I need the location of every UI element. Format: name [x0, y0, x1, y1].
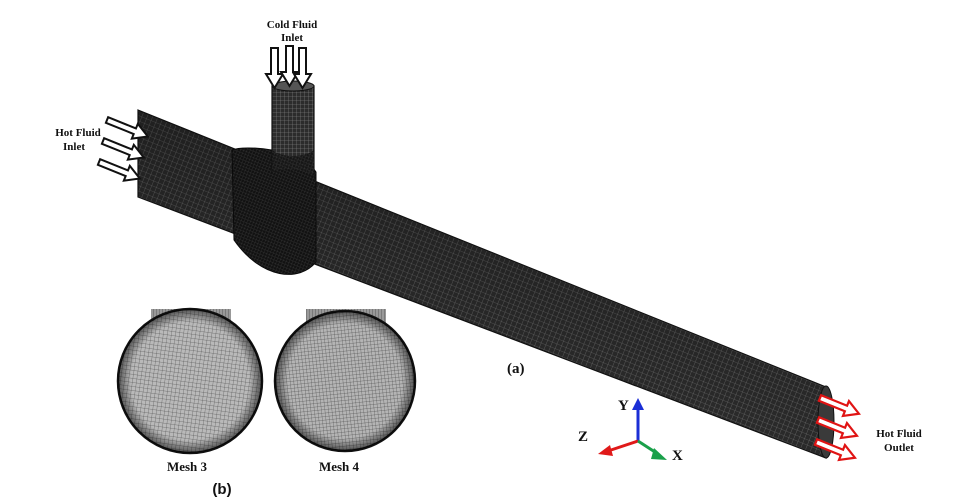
cold-inlet-arrows [264, 45, 313, 90]
hot-outlet-arrows [813, 393, 861, 462]
mesh4-edge-shade [275, 311, 415, 451]
junction-dense-region [231, 147, 317, 275]
hot-inlet-arrow [104, 115, 150, 140]
mesh4-label: Mesh 4 [319, 459, 360, 474]
mesh3-edge-shade [118, 309, 262, 453]
hot-inlet-arrows [96, 115, 150, 182]
hot-inlet-arrow [96, 157, 142, 182]
hot-inlet-arrow [100, 136, 146, 161]
x-axis-label: X [672, 448, 683, 464]
panel-b-label: (b) [212, 481, 231, 498]
branch-pipe [271, 80, 315, 180]
hot-outlet-label-line1: Hot Fluid [876, 428, 922, 440]
hot-inlet-label-line1: Hot Fluid [55, 127, 101, 139]
hot-inlet-label-line2: Inlet [63, 141, 85, 153]
y-axis-arrowhead [632, 398, 644, 410]
cold-inlet-label-line2: Inlet [281, 32, 303, 44]
z-axis-label: Z [578, 429, 588, 445]
hot-outlet-arrow [817, 393, 861, 418]
mesh3-cross-section [116, 307, 264, 455]
hot-outlet-arrow [815, 415, 859, 440]
z-axis-line [607, 439, 639, 453]
cold-inlet-arrow [292, 47, 313, 90]
x-axis-arrowhead [651, 448, 667, 460]
hot-outlet-arrow [813, 437, 857, 462]
y-axis-label: Y [618, 398, 629, 414]
cold-inlet-label-line1: Cold Fluid [267, 19, 317, 31]
branch-pipe-collar [272, 150, 314, 180]
hot-outlet-label-line2: Outlet [884, 442, 914, 454]
cold-inlet-arrow [264, 47, 285, 90]
cold-inlet-arrow [279, 45, 300, 88]
mesh3-label: Mesh 3 [167, 459, 208, 474]
main-pipe [137, 109, 835, 459]
mesh4-cross-section [273, 309, 417, 453]
panel-a-label: (a) [507, 361, 525, 377]
z-axis-arrowhead [598, 445, 613, 456]
coordinate-axes: Y Z X [578, 398, 683, 464]
